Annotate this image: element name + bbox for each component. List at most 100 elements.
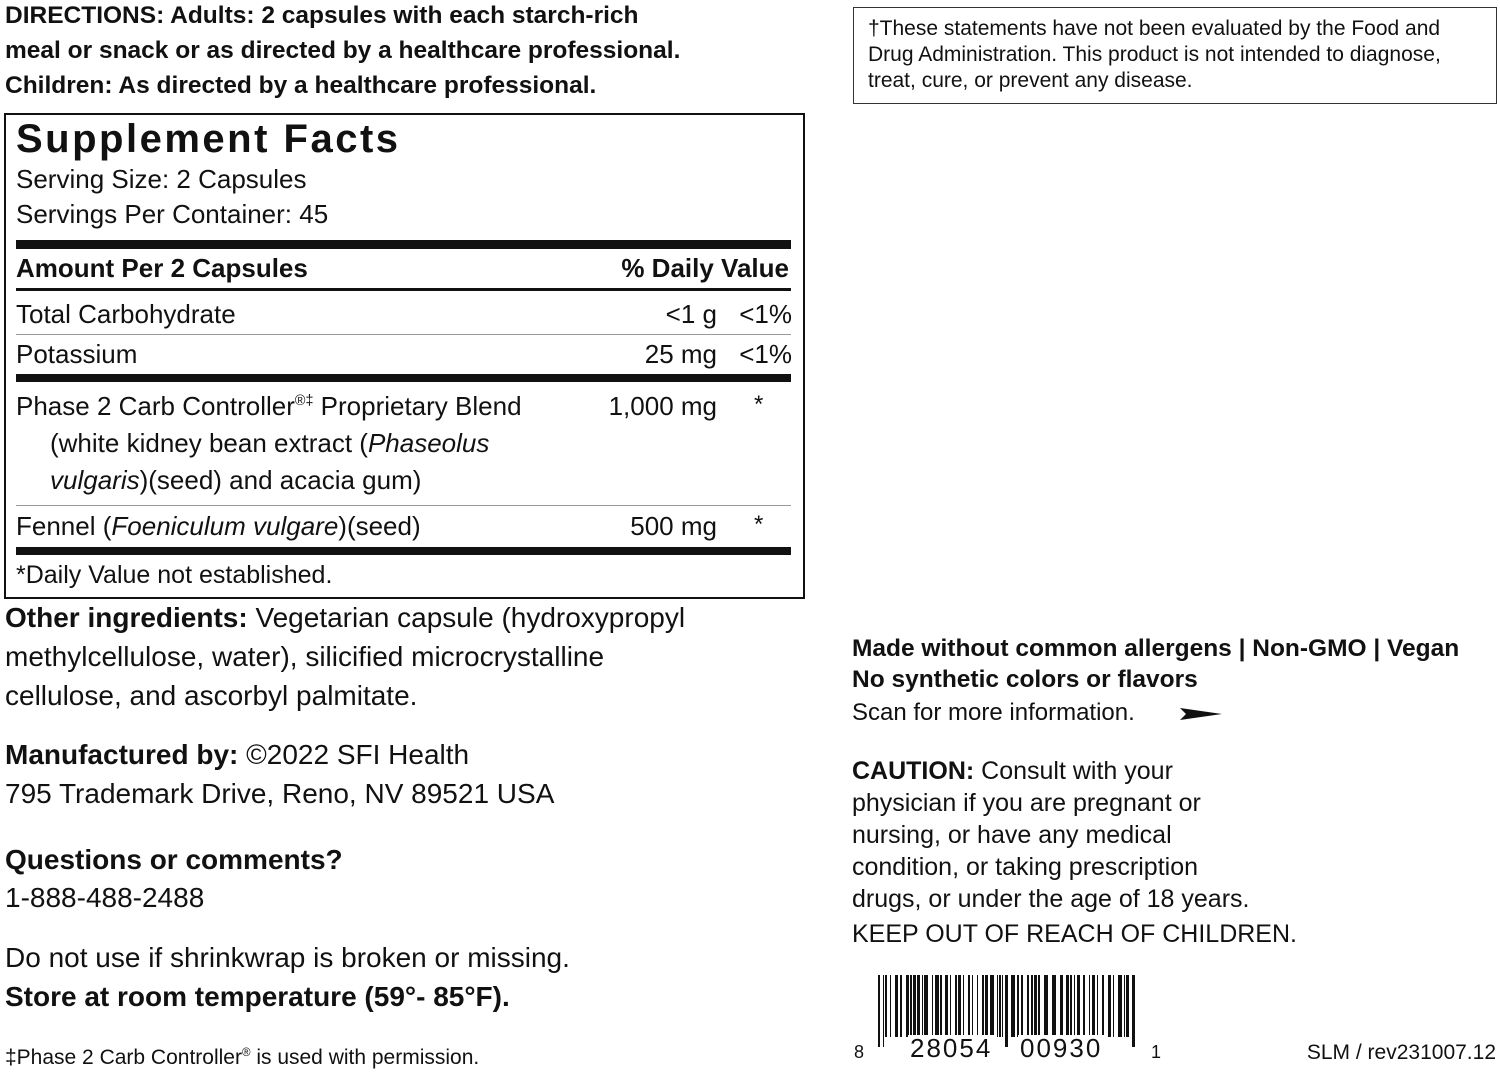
barcode-bar — [940, 975, 942, 1037]
barcode-bar — [1132, 975, 1135, 1047]
barcode-bar — [977, 975, 978, 1037]
trademark-end: is used with permission. — [250, 1046, 480, 1069]
trademark-mark: ® — [241, 1046, 251, 1059]
barcode-bar — [1097, 975, 1098, 1037]
blend-detail: (white kidney bean extract (Phaseolus — [50, 430, 489, 456]
servings-per-container: Servings Per Container: 45 — [16, 199, 329, 229]
caution-label: CAUTION: — [852, 757, 975, 785]
barcode-bar — [1021, 975, 1023, 1037]
blend-amount: 1,000 mg — [608, 391, 717, 421]
caution-line: condition, or taking prescription — [852, 853, 1199, 881]
barcode-digit: 1 — [1151, 1042, 1162, 1062]
barcode-bar — [1052, 975, 1056, 1037]
barcode-bar — [932, 975, 933, 1037]
barcode-bar — [972, 975, 973, 1037]
disclaimer-line: Drug Administration. This product is not… — [868, 43, 1441, 66]
caution-line: drugs, or under the age of 18 years. — [852, 885, 1250, 913]
barcode-bar — [885, 975, 887, 1037]
barcode-bar — [1074, 975, 1075, 1037]
revision: SLM / rev231007.12 — [1306, 1041, 1496, 1064]
barcode-bar — [1005, 975, 1008, 1047]
barcode-bar — [958, 975, 961, 1037]
fennel-end: )(seed) — [338, 511, 421, 541]
barcode-bar — [878, 975, 880, 1047]
barcode-bar — [950, 975, 951, 1037]
manufacturer: Manufactured by: ©2022 SFI Health — [5, 741, 469, 769]
fennel-name: Fennel (Foeniculum vulgare)(seed) — [16, 513, 421, 539]
barcode-bar — [1126, 975, 1129, 1037]
manufacturer-text: ©2022 SFI Health — [238, 739, 470, 770]
barcode — [878, 975, 1135, 1047]
fennel-dv: * — [754, 511, 764, 538]
header-amount: Amount Per 2 Capsules — [16, 253, 308, 283]
barcode-bar — [910, 975, 912, 1037]
nutrient-amount: <1 g — [665, 299, 717, 329]
directions-line: Children: As directed by a healthcare pr… — [5, 72, 597, 99]
caution-line: CAUTION: Consult with your — [852, 759, 1173, 784]
barcode-bar — [906, 975, 909, 1037]
other-ingredients-text: Vegetarian capsule (hydroxypropyl — [247, 602, 686, 633]
barcode-bar — [1124, 975, 1125, 1037]
supplement-facts-box — [4, 113, 805, 599]
blend-name: Phase 2 Carb Controller®‡ Proprietary Bl… — [16, 393, 522, 419]
nutrient-amount: 25 mg — [644, 339, 717, 369]
facts-title: Supplement Facts — [16, 117, 401, 161]
barcode-bar — [982, 975, 984, 1037]
barcode-digit: 8 — [854, 1042, 865, 1062]
barcode-bar — [900, 975, 902, 1037]
rule — [16, 505, 791, 506]
rule — [16, 240, 791, 249]
barcode-bar — [1113, 975, 1114, 1037]
other-ingredients-text: methylcellulose, water), silicified micr… — [5, 641, 605, 672]
barcode-bar — [913, 975, 916, 1037]
arrow — [1180, 708, 1222, 720]
barcode-digit: 00930 — [1018, 1033, 1105, 1063]
claims-line: No synthetic colors or flavors — [852, 666, 1198, 693]
claims-line: Made without common allergens | Non-GMO … — [852, 635, 1460, 662]
scan-text: Scan for more information. — [852, 699, 1135, 726]
storage: Store at room temperature (59°- 85°F). — [5, 981, 510, 1012]
latin-name: vulgaris — [50, 465, 140, 495]
barcode-bar — [935, 975, 939, 1037]
facts-footnote: *Daily Value not established. — [16, 561, 333, 589]
barcode-bar — [1102, 975, 1104, 1037]
latin-name: Foeniculum vulgare — [111, 511, 339, 541]
barcode-bar — [945, 975, 948, 1037]
barcode-bar — [924, 975, 928, 1037]
barcode-bar — [890, 975, 891, 1037]
blend-detail-end: )(seed) and acacia gum) — [139, 465, 422, 495]
barcode-bar — [1034, 975, 1037, 1037]
trademark-start: ‡Phase 2 Carb Controller — [5, 1046, 242, 1069]
barcode-bar — [1011, 975, 1015, 1037]
serving-size: Serving Size: 2 Capsules — [16, 164, 307, 194]
latin-name: Phaseolus — [367, 428, 490, 458]
disclaimer-box — [853, 7, 1497, 104]
barcode-bar — [985, 975, 988, 1037]
caution-text: Consult with your — [974, 757, 1173, 785]
barcode-bar — [963, 975, 964, 1037]
barcode-bar — [1031, 975, 1033, 1037]
warning: Do not use if shrinkwrap is broken or mi… — [5, 942, 570, 973]
barcode-bar — [922, 975, 923, 1037]
manufacturer-address: 795 Trademark Drive, Reno, NV 89521 USA — [5, 778, 555, 809]
barcode-bar — [1027, 975, 1029, 1037]
other-ingredients-text: cellulose, and ascorbyl palmitate. — [5, 680, 418, 711]
blend-mark: ®‡ — [294, 393, 314, 409]
rule — [16, 547, 791, 555]
directions-line: meal or snack or as directed by a health… — [5, 37, 681, 64]
blend-name-rest: Proprietary Blend — [313, 391, 522, 421]
barcode-bar — [997, 975, 998, 1037]
barcode-bar — [1044, 975, 1048, 1037]
caution-line: physician if you are pregnant or — [852, 789, 1201, 817]
nutrient-dv: <1% — [739, 299, 792, 329]
barcode-bar — [990, 975, 994, 1037]
barcode-bar — [968, 975, 970, 1037]
nutrient-name: Potassium — [16, 339, 138, 369]
caution-line: nursing, or have any medical — [852, 821, 1172, 849]
directions-line: DIRECTIONS: Adults: 2 capsules with each… — [5, 2, 639, 29]
barcode-digit: 28054 — [908, 1033, 995, 1063]
fennel-amount: 500 mg — [630, 511, 717, 541]
barcode-bar — [1118, 975, 1122, 1037]
nutrient-dv: <1% — [739, 339, 792, 369]
